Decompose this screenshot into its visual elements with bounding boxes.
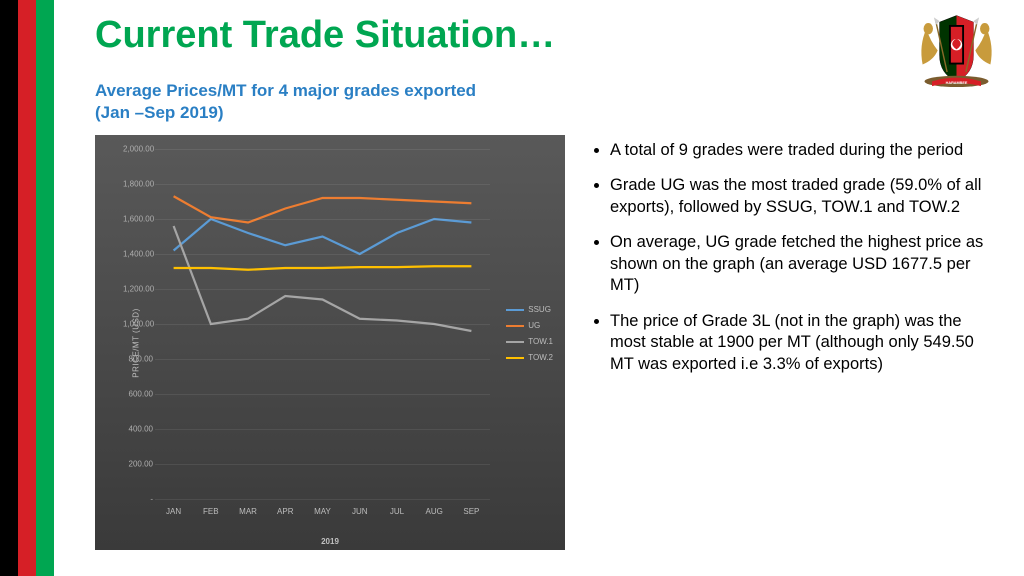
y-axis-label: PRICE/MT (USD) [131,308,140,378]
gridline [155,429,490,430]
y-tick-label: 400.00 [123,425,153,434]
series-tow-1 [174,226,472,331]
bullet-list: A total of 9 grades were traded during t… [590,140,1000,389]
chart-subtitle: Average Prices/MT for 4 major grades exp… [95,80,476,124]
bullet-item: The price of Grade 3L (not in the graph)… [610,311,1000,375]
gridline [155,324,490,325]
y-tick-label: 1,400.00 [123,250,153,259]
flag-stripe-green [36,0,54,576]
gridline [155,359,490,360]
subtitle-line-1: Average Prices/MT for 4 major grades exp… [95,81,476,100]
x-tick-label: MAR [239,507,257,516]
flag-stripe-red [18,0,36,576]
y-tick-label: 1,800.00 [123,180,153,189]
gridline [155,499,490,500]
legend-item: TOW.2 [506,353,553,362]
flag-stripe-black [0,0,18,576]
x-tick-label: JUL [390,507,404,516]
y-tick-label: 800.00 [123,355,153,364]
bullet-ul: A total of 9 grades were traded during t… [590,140,1000,375]
y-tick-label: 200.00 [123,460,153,469]
y-tick-label: 1,600.00 [123,215,153,224]
x-axis-label: 2019 [95,537,565,546]
gridline [155,184,490,185]
svg-text:HARAMBEE: HARAMBEE [946,81,968,85]
x-tick-label: JUN [352,507,368,516]
bullet-item: On average, UG grade fetched the highest… [610,232,1000,296]
gridline [155,289,490,290]
y-tick-label: - [123,495,153,504]
legend-item: TOW.1 [506,337,553,346]
subtitle-line-2: (Jan –Sep 2019) [95,103,224,122]
gridline [155,394,490,395]
x-tick-label: SEP [463,507,479,516]
x-tick-label: APR [277,507,293,516]
legend-item: UG [506,321,553,330]
y-tick-label: 600.00 [123,390,153,399]
legend-swatch [506,341,524,343]
bullet-item: Grade UG was the most traded grade (59.0… [610,175,1000,218]
legend-label: UG [528,321,540,330]
gridline [155,219,490,220]
legend-swatch [506,357,524,359]
legend-label: TOW.2 [528,353,553,362]
y-tick-label: 1,200.00 [123,285,153,294]
gridline [155,149,490,150]
legend-item: SSUG [506,305,553,314]
price-chart: PRICE/MT (USD) SSUG UG TOW.1 TOW.2 2019 - 20… [95,135,565,550]
x-tick-label: JAN [166,507,181,516]
x-tick-label: FEB [203,507,219,516]
legend-swatch [506,309,524,311]
bullet-item: A total of 9 grades were traded during t… [610,140,1000,161]
chart-legend: SSUG UG TOW.1 TOW.2 [506,305,553,369]
series-tow-2 [174,266,472,270]
x-tick-label: AUG [425,507,442,516]
gridline [155,254,490,255]
legend-label: SSUG [528,305,551,314]
x-tick-label: MAY [314,507,331,516]
coat-of-arms-icon: HARAMBEE [909,8,1004,88]
legend-swatch [506,325,524,327]
legend-label: TOW.1 [528,337,553,346]
y-tick-label: 1,000.00 [123,320,153,329]
page-title: Current Trade Situation… [95,14,555,57]
series-ssug [174,219,472,254]
gridline [155,464,490,465]
y-tick-label: 2,000.00 [123,145,153,154]
